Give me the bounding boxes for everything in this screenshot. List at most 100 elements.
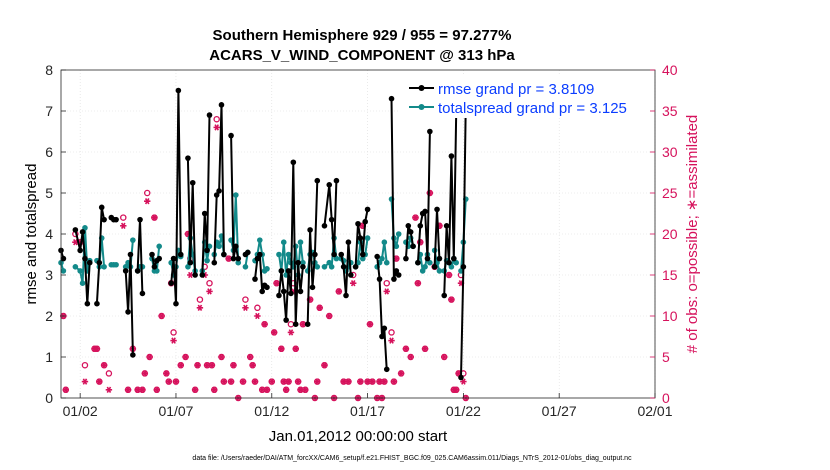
- rmse-point: [343, 292, 349, 299]
- obs-assimilated-stroke: [458, 280, 464, 287]
- rmse-point: [417, 223, 424, 229]
- spread-point: [156, 243, 163, 250]
- rmse-point: [213, 192, 220, 198]
- spread-point: [300, 259, 306, 266]
- obs-assimilated-marker: [321, 362, 328, 369]
- obs-assimilated-marker: [316, 304, 323, 311]
- obs-assimilated-marker: [158, 312, 165, 320]
- obs-assimilated-marker: [139, 386, 146, 393]
- rmse-point: [422, 208, 428, 215]
- obs-assimilated-marker: [170, 337, 177, 344]
- obs-assimilated-marker: [350, 280, 357, 287]
- obs-assimilated-marker: [182, 353, 189, 361]
- spread-point: [326, 259, 333, 266]
- y-tick-label-left: 7: [45, 103, 53, 119]
- rmse-point: [72, 227, 79, 233]
- obs-assimilated-marker: [261, 321, 268, 328]
- spread-point: [333, 255, 340, 262]
- obs-assimilated-stroke: [171, 337, 176, 344]
- spread-point: [264, 266, 270, 272]
- rmse-point: [228, 132, 234, 139]
- obs-assimilated-marker: [357, 378, 364, 385]
- rmse-point: [96, 259, 103, 266]
- rmse-point: [151, 264, 158, 270]
- obs-possible-marker: [383, 279, 390, 287]
- obs-assimilated-marker: [93, 345, 101, 352]
- rmse-point: [374, 253, 380, 260]
- obs-assimilated-marker: [390, 378, 398, 385]
- rmse-point: [276, 292, 282, 299]
- obs-assimilated-marker: [287, 329, 295, 336]
- obs-assimilated-marker: [314, 378, 321, 385]
- obs-possible-marker: [120, 214, 127, 221]
- obs-assimilated-stroke: [209, 362, 215, 369]
- rmse-point: [405, 223, 412, 229]
- rmse-point: [113, 216, 119, 223]
- spread-point: [77, 268, 83, 274]
- obs-possible-marker: [242, 296, 249, 303]
- rmse-point: [312, 251, 318, 258]
- spread-point: [280, 239, 287, 245]
- obs-assimilated-marker: [273, 280, 280, 287]
- obs-assimilated-marker: [270, 329, 278, 336]
- obs-assimilated-marker: [292, 345, 299, 352]
- obs-assimilated-stroke: [188, 271, 193, 279]
- obs-assimilated-stroke: [346, 378, 351, 385]
- obs-assimilated-stroke: [207, 288, 212, 295]
- obs-assimilated-stroke: [204, 362, 210, 369]
- obs-assimilated-marker: [278, 345, 285, 352]
- obs-assimilated-stroke: [322, 362, 327, 369]
- obs-assimilated-marker: [165, 378, 172, 385]
- obs-assimilated-stroke: [422, 345, 428, 352]
- spread-point: [383, 259, 390, 266]
- obs-assimilated-stroke: [135, 386, 140, 393]
- chart-title-line1: Southern Hemisphere 929 / 955 = 97.277%: [213, 27, 512, 44]
- obs-assimilated-stroke: [413, 214, 418, 221]
- rmse-point: [168, 280, 174, 287]
- obs-possible-marker: [213, 115, 220, 123]
- legend-rmse-label: rmse grand pr = 3.8109: [438, 81, 594, 98]
- y-tick-label-left: 5: [45, 185, 53, 201]
- rmse-point: [221, 251, 227, 258]
- x-tick-label: 01/27: [542, 403, 577, 419]
- obs-assimilated-stroke: [279, 345, 284, 352]
- obs-possible-marker: [170, 329, 177, 336]
- obs-assimilated-marker: [230, 362, 237, 369]
- rmse-point: [403, 255, 409, 262]
- spread-point: [453, 259, 460, 266]
- rmse-point: [328, 216, 335, 223]
- rmse-point: [254, 255, 261, 262]
- rmse-point: [285, 268, 292, 274]
- spread-point: [113, 261, 119, 268]
- rmse-point: [340, 264, 347, 270]
- rmse-point: [177, 251, 184, 258]
- spread-point: [364, 235, 371, 241]
- rmse-point: [314, 177, 321, 184]
- obs-possible-marker: [206, 279, 213, 287]
- obs-assimilated-marker: [81, 378, 89, 385]
- obs-assimilated-stroke: [350, 280, 356, 287]
- rmse-point: [235, 255, 242, 262]
- obs-assimilated-stroke: [293, 345, 299, 352]
- rmse-line-segment: [201, 115, 211, 276]
- obs-assimilated-marker: [105, 386, 113, 393]
- rmse-point: [185, 155, 191, 161]
- obs-assimilated-marker: [448, 296, 455, 303]
- obs-assimilated-stroke: [456, 370, 461, 377]
- obs-assimilated-stroke: [120, 222, 126, 229]
- spread-point: [216, 243, 222, 250]
- obs-assimilated-marker: [421, 345, 429, 352]
- legend-spread-marker: [418, 104, 425, 110]
- obs-assimilated-stroke: [101, 362, 107, 369]
- rmse-point: [77, 247, 83, 254]
- rmse-point: [355, 220, 361, 227]
- rmse-point: [393, 268, 400, 274]
- obs-assimilated-stroke: [144, 198, 150, 205]
- spread-point: [321, 264, 328, 270]
- rmse-point: [364, 206, 371, 213]
- spread-point: [379, 255, 385, 262]
- obs-assimilated-stroke: [274, 280, 279, 287]
- obs-assimilated-stroke: [106, 386, 112, 393]
- obs-assimilated-stroke: [281, 378, 287, 385]
- spread-point: [359, 255, 366, 262]
